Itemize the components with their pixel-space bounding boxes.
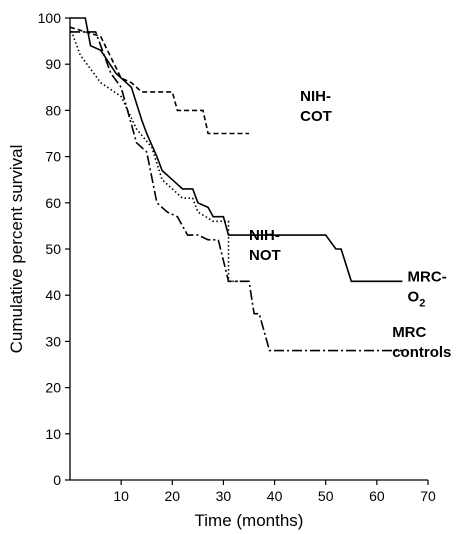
x-tick-label: 30 bbox=[216, 488, 232, 504]
y-axis-label: Cumulative percent survival bbox=[7, 145, 26, 354]
series-label-mrc-o2-line2: O2 bbox=[408, 288, 426, 309]
series-line-mrc-controls bbox=[70, 31, 403, 352]
x-tick-label: 70 bbox=[420, 488, 436, 504]
x-tick-label: 60 bbox=[369, 488, 385, 504]
tick-labels: 0 10 20 30 40 50 60 70 80 90 100 10 20 30 40 50 60 70 bbox=[38, 10, 436, 504]
series-lines bbox=[69, 17, 403, 352]
y-tick-label: 90 bbox=[45, 56, 61, 72]
y-tick-label: 70 bbox=[45, 149, 61, 165]
x-tick-label: 40 bbox=[267, 488, 283, 504]
series-label-mrc-controls: MRC bbox=[392, 324, 426, 341]
subscript-2: 2 bbox=[419, 297, 425, 309]
y-tick-label: 10 bbox=[45, 426, 61, 442]
series-label-nih-cot-line2: COT bbox=[300, 108, 332, 125]
y-tick-label: 50 bbox=[45, 241, 61, 257]
y-tick-label: 60 bbox=[45, 195, 61, 211]
series-label-nih-not-line2: NOT bbox=[249, 247, 281, 264]
y-tick-label: 0 bbox=[53, 472, 61, 488]
y-tick-label: 80 bbox=[45, 102, 61, 118]
axes bbox=[65, 17, 429, 485]
y-tick-label: 100 bbox=[38, 10, 62, 26]
series-labels: NIH- COT NIH- NOT MRC- O2 MRC controls bbox=[249, 88, 451, 361]
series-label-mrc-o2: MRC- bbox=[408, 268, 447, 285]
y-tick-label: 30 bbox=[45, 333, 61, 349]
x-tick-label: 10 bbox=[113, 488, 129, 504]
series-label-mrc-controls-line2: controls bbox=[392, 344, 451, 361]
y-tick-label: 20 bbox=[45, 380, 61, 396]
series-line-mrc-o2 bbox=[70, 17, 403, 283]
series-line-nih-cot bbox=[69, 26, 249, 135]
series-label-nih-not: NIH- bbox=[249, 227, 280, 244]
x-tick-label: 20 bbox=[164, 488, 180, 504]
x-axis-label: Time (months) bbox=[195, 511, 304, 530]
y-tick-label: 40 bbox=[45, 287, 61, 303]
series-line-nih-not bbox=[69, 26, 239, 283]
x-tick-label: 50 bbox=[318, 488, 334, 504]
series-label-nih-cot: NIH- bbox=[300, 88, 331, 105]
